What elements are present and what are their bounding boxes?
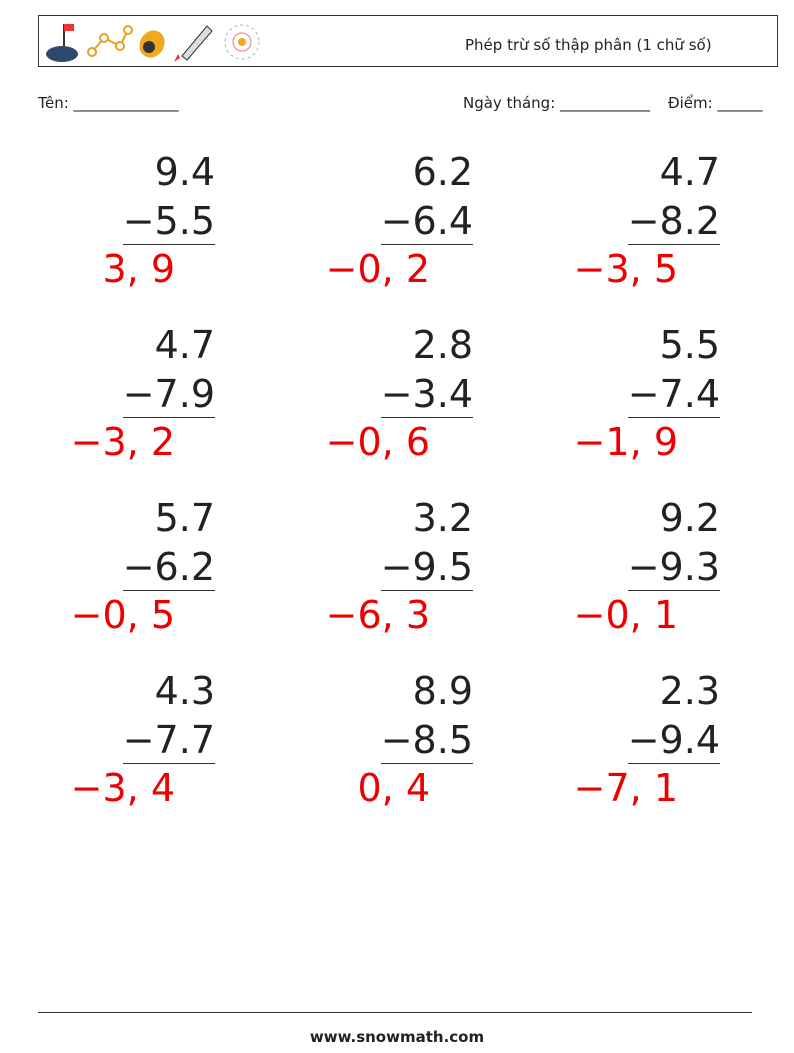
answer: 0, 4 [357, 766, 430, 810]
top-number: 4.3 [154, 669, 215, 713]
top-number: 8.9 [412, 669, 473, 713]
footer: www.snowmath.com [309, 1028, 485, 1046]
answer: −7, 1 [573, 766, 678, 810]
top-number: 5.7 [154, 496, 215, 540]
footer-rule [38, 1012, 752, 1013]
answer: −3, 2 [70, 420, 175, 464]
bottom-number: −9.4 [627, 718, 720, 764]
top-number: 5.5 [659, 323, 720, 367]
answer: −0, 2 [325, 247, 430, 291]
answer: −3, 5 [573, 247, 678, 291]
top-number: 9.4 [154, 150, 215, 194]
answer: −0, 6 [325, 420, 430, 464]
bottom-number: −9.5 [380, 545, 473, 591]
top-number: 9.2 [659, 496, 720, 540]
answer: −0, 1 [573, 593, 678, 637]
bottom-number: −7.4 [627, 372, 720, 418]
top-number: 2.8 [412, 323, 473, 367]
top-number: 2.3 [659, 669, 720, 713]
bottom-number: −8.5 [380, 718, 473, 764]
date-field: Ngày tháng: ____________ [463, 94, 651, 112]
bottom-number: −3.4 [380, 372, 473, 418]
bottom-number: −8.2 [627, 199, 720, 245]
bottom-number: −6.4 [380, 199, 473, 245]
answer: −1, 9 [573, 420, 678, 464]
score-field: Điểm: ______ [668, 94, 763, 112]
top-number: 6.2 [412, 150, 473, 194]
top-number: 3.2 [412, 496, 473, 540]
bottom-number: −9.3 [627, 545, 720, 591]
answer: −0, 5 [70, 593, 175, 637]
bottom-number: −6.2 [122, 545, 215, 591]
name-field: Tên: ______________ [38, 94, 179, 112]
answer: 3, 9 [102, 247, 175, 291]
top-number: 4.7 [154, 323, 215, 367]
top-number: 4.7 [659, 150, 720, 194]
bottom-number: −7.7 [122, 718, 215, 764]
bottom-number: −7.9 [122, 372, 215, 418]
answer: −3, 4 [70, 766, 175, 810]
title: Phép trừ số thập phân (1 chữ số) [465, 36, 712, 54]
bottom-number: −5.5 [122, 199, 215, 245]
header-icons [46, 24, 260, 62]
header-box [38, 15, 778, 67]
answer: −6, 3 [325, 593, 430, 637]
